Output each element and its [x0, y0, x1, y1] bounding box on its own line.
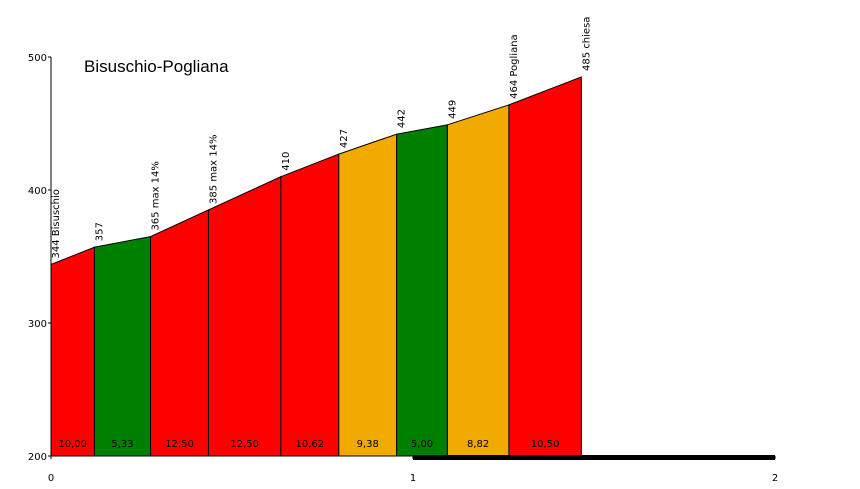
- y-tick-label: 300: [28, 319, 47, 330]
- profile-segment: [150, 209, 209, 457]
- gradient-label: 10,00: [58, 439, 87, 450]
- profile-segment: [207, 175, 282, 457]
- altitude-label: 449: [447, 100, 458, 119]
- y-tick-label: 400: [28, 186, 47, 197]
- gradient-label: 9,38: [357, 439, 379, 450]
- x-scale-bar: [413, 455, 775, 460]
- altitude-label: 365 max 14%: [151, 161, 162, 230]
- profile-segment: [280, 153, 340, 457]
- axes: 200 300 400 500 0 1 2: [28, 53, 778, 484]
- gradient-label: 10,50: [531, 439, 560, 450]
- gradient-label: 5,33: [111, 439, 133, 450]
- gradient-label: 10,62: [296, 439, 325, 450]
- x-tick-label: 1: [410, 473, 416, 484]
- altitude-label: 410: [281, 152, 292, 171]
- profile-segment: [446, 104, 510, 457]
- y-tick-label: 500: [28, 53, 47, 64]
- altitude-label: 385 max 14%: [208, 134, 219, 203]
- gradient-label: 5,00: [411, 439, 433, 450]
- profile-segment: [508, 76, 582, 457]
- chart-title: Bisuschio-Pogliana: [84, 57, 229, 76]
- point-labels: 344 Bisuschio 357 365 max 14% 385 max 14% 41…: [51, 17, 592, 259]
- x-tick-label: 0: [48, 473, 54, 484]
- y-tick-label: 200: [28, 452, 47, 463]
- gradient-labels: 10,00 5,33 12,50 12,50 10,62 9,38 5,00 8,82 10,5…: [58, 439, 559, 450]
- x-tick-label: 2: [772, 473, 778, 484]
- altitude-label: 442: [397, 109, 408, 128]
- gradient-label: 12,50: [230, 439, 259, 450]
- gradient-label: 8,82: [467, 439, 489, 450]
- profile-segment: [93, 235, 152, 457]
- altitude-label: 344 Bisuschio: [51, 189, 62, 258]
- profile-segments: [50, 76, 582, 457]
- altitude-label: 357: [94, 222, 105, 241]
- gradient-label: 12,50: [165, 439, 194, 450]
- profile-segment: [338, 133, 398, 457]
- altitude-label: 427: [339, 129, 350, 148]
- profile-segment: [50, 246, 95, 457]
- altitude-label: 485 chiesa: [581, 17, 592, 71]
- profile-segment: [396, 124, 448, 457]
- altitude-label: 464 Pogliana: [509, 34, 520, 99]
